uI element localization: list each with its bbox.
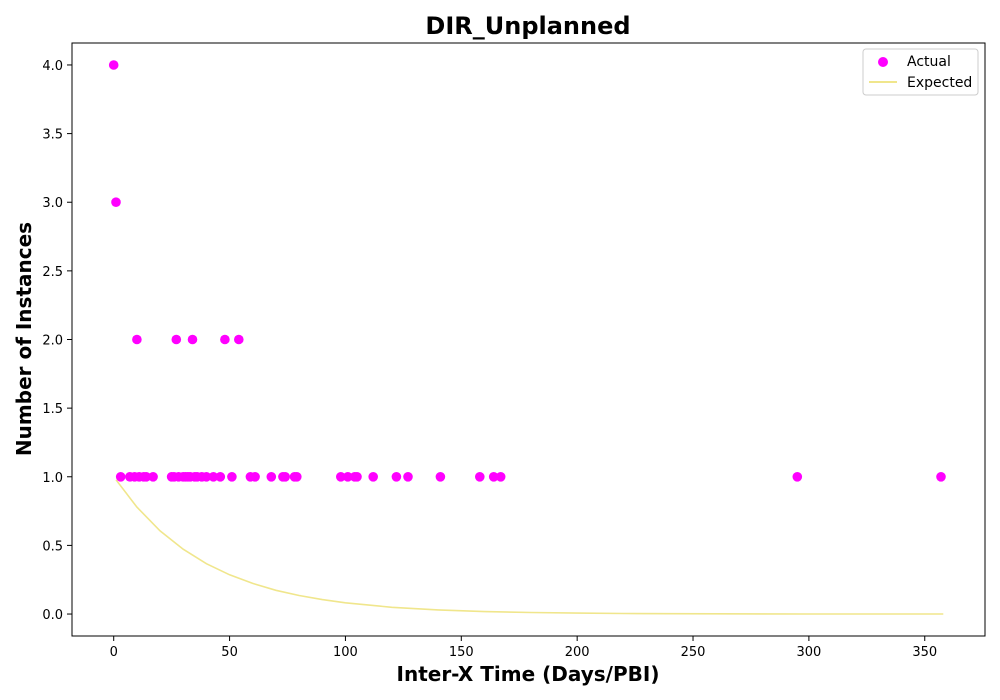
actual-point (234, 334, 244, 345)
y-tick-label: 4.0 (42, 59, 63, 74)
chart-title: DIR_Unplanned (425, 12, 630, 40)
actual-point (280, 472, 291, 482)
expected-line (115, 479, 944, 615)
actual-point (792, 472, 803, 482)
plot-area (71, 42, 986, 637)
actual-point (292, 472, 302, 482)
actual-point (936, 472, 946, 482)
actual-point (208, 472, 219, 482)
legend-box (862, 48, 979, 96)
actual-point (391, 472, 402, 482)
actual-point (187, 334, 198, 345)
legend-actual-marker (878, 57, 888, 67)
x-tick-label: 250 (681, 645, 706, 660)
x-tick-label: 300 (796, 645, 821, 660)
actual-point (495, 472, 506, 482)
actual-point (132, 334, 142, 345)
actual-point (475, 472, 485, 482)
y-tick-label: 0.5 (42, 539, 63, 554)
y-tick-label: 1.0 (42, 471, 63, 486)
actual-point (368, 472, 379, 482)
actual-point (108, 60, 119, 70)
y-tick-label: 3.5 (42, 128, 63, 143)
actual-point (352, 472, 362, 482)
x-axis: 0 50 100 150 200 250 300 350 (110, 636, 937, 660)
x-tick-label: 150 (449, 645, 474, 660)
expected-series (115, 479, 944, 615)
actual-point (201, 472, 212, 482)
y-tick-label: 2.0 (42, 334, 63, 349)
actual-point (141, 472, 151, 482)
x-tick-label: 350 (912, 645, 937, 660)
actual-point (220, 334, 230, 345)
actual-point (250, 472, 260, 482)
actual-series (108, 60, 946, 482)
y-tick-label: 0.0 (42, 608, 63, 623)
x-tick-label: 200 (565, 645, 590, 660)
actual-point (343, 472, 353, 482)
x-tick-label: 100 (333, 645, 358, 660)
y-tick-label: 2.5 (42, 265, 63, 280)
y-tick-label: 1.5 (42, 402, 63, 417)
actual-point (403, 472, 413, 482)
x-tick-label: 0 (110, 645, 118, 660)
y-axis-title: Number of Instances (12, 222, 36, 456)
actual-point (111, 197, 121, 207)
actual-point (266, 472, 277, 482)
y-tick-label: 3.0 (42, 196, 63, 211)
actual-point (171, 334, 182, 345)
x-tick-label: 50 (221, 645, 238, 660)
actual-point (488, 472, 499, 482)
actual-point (435, 472, 446, 482)
x-axis-title: Inter-X Time (Days/PBI) (397, 662, 660, 686)
actual-point (227, 472, 237, 482)
actual-point (215, 472, 226, 482)
legend-expected-label: Expected (907, 75, 972, 91)
actual-point (115, 472, 126, 482)
y-axis: 0.0 0.5 1.0 1.5 2.0 2.5 3.0 3.5 4.0 (42, 59, 72, 623)
legend: Actual Expected (862, 48, 979, 96)
legend-actual-label: Actual (907, 54, 951, 70)
actual-point (336, 472, 346, 482)
actual-point (148, 472, 158, 482)
